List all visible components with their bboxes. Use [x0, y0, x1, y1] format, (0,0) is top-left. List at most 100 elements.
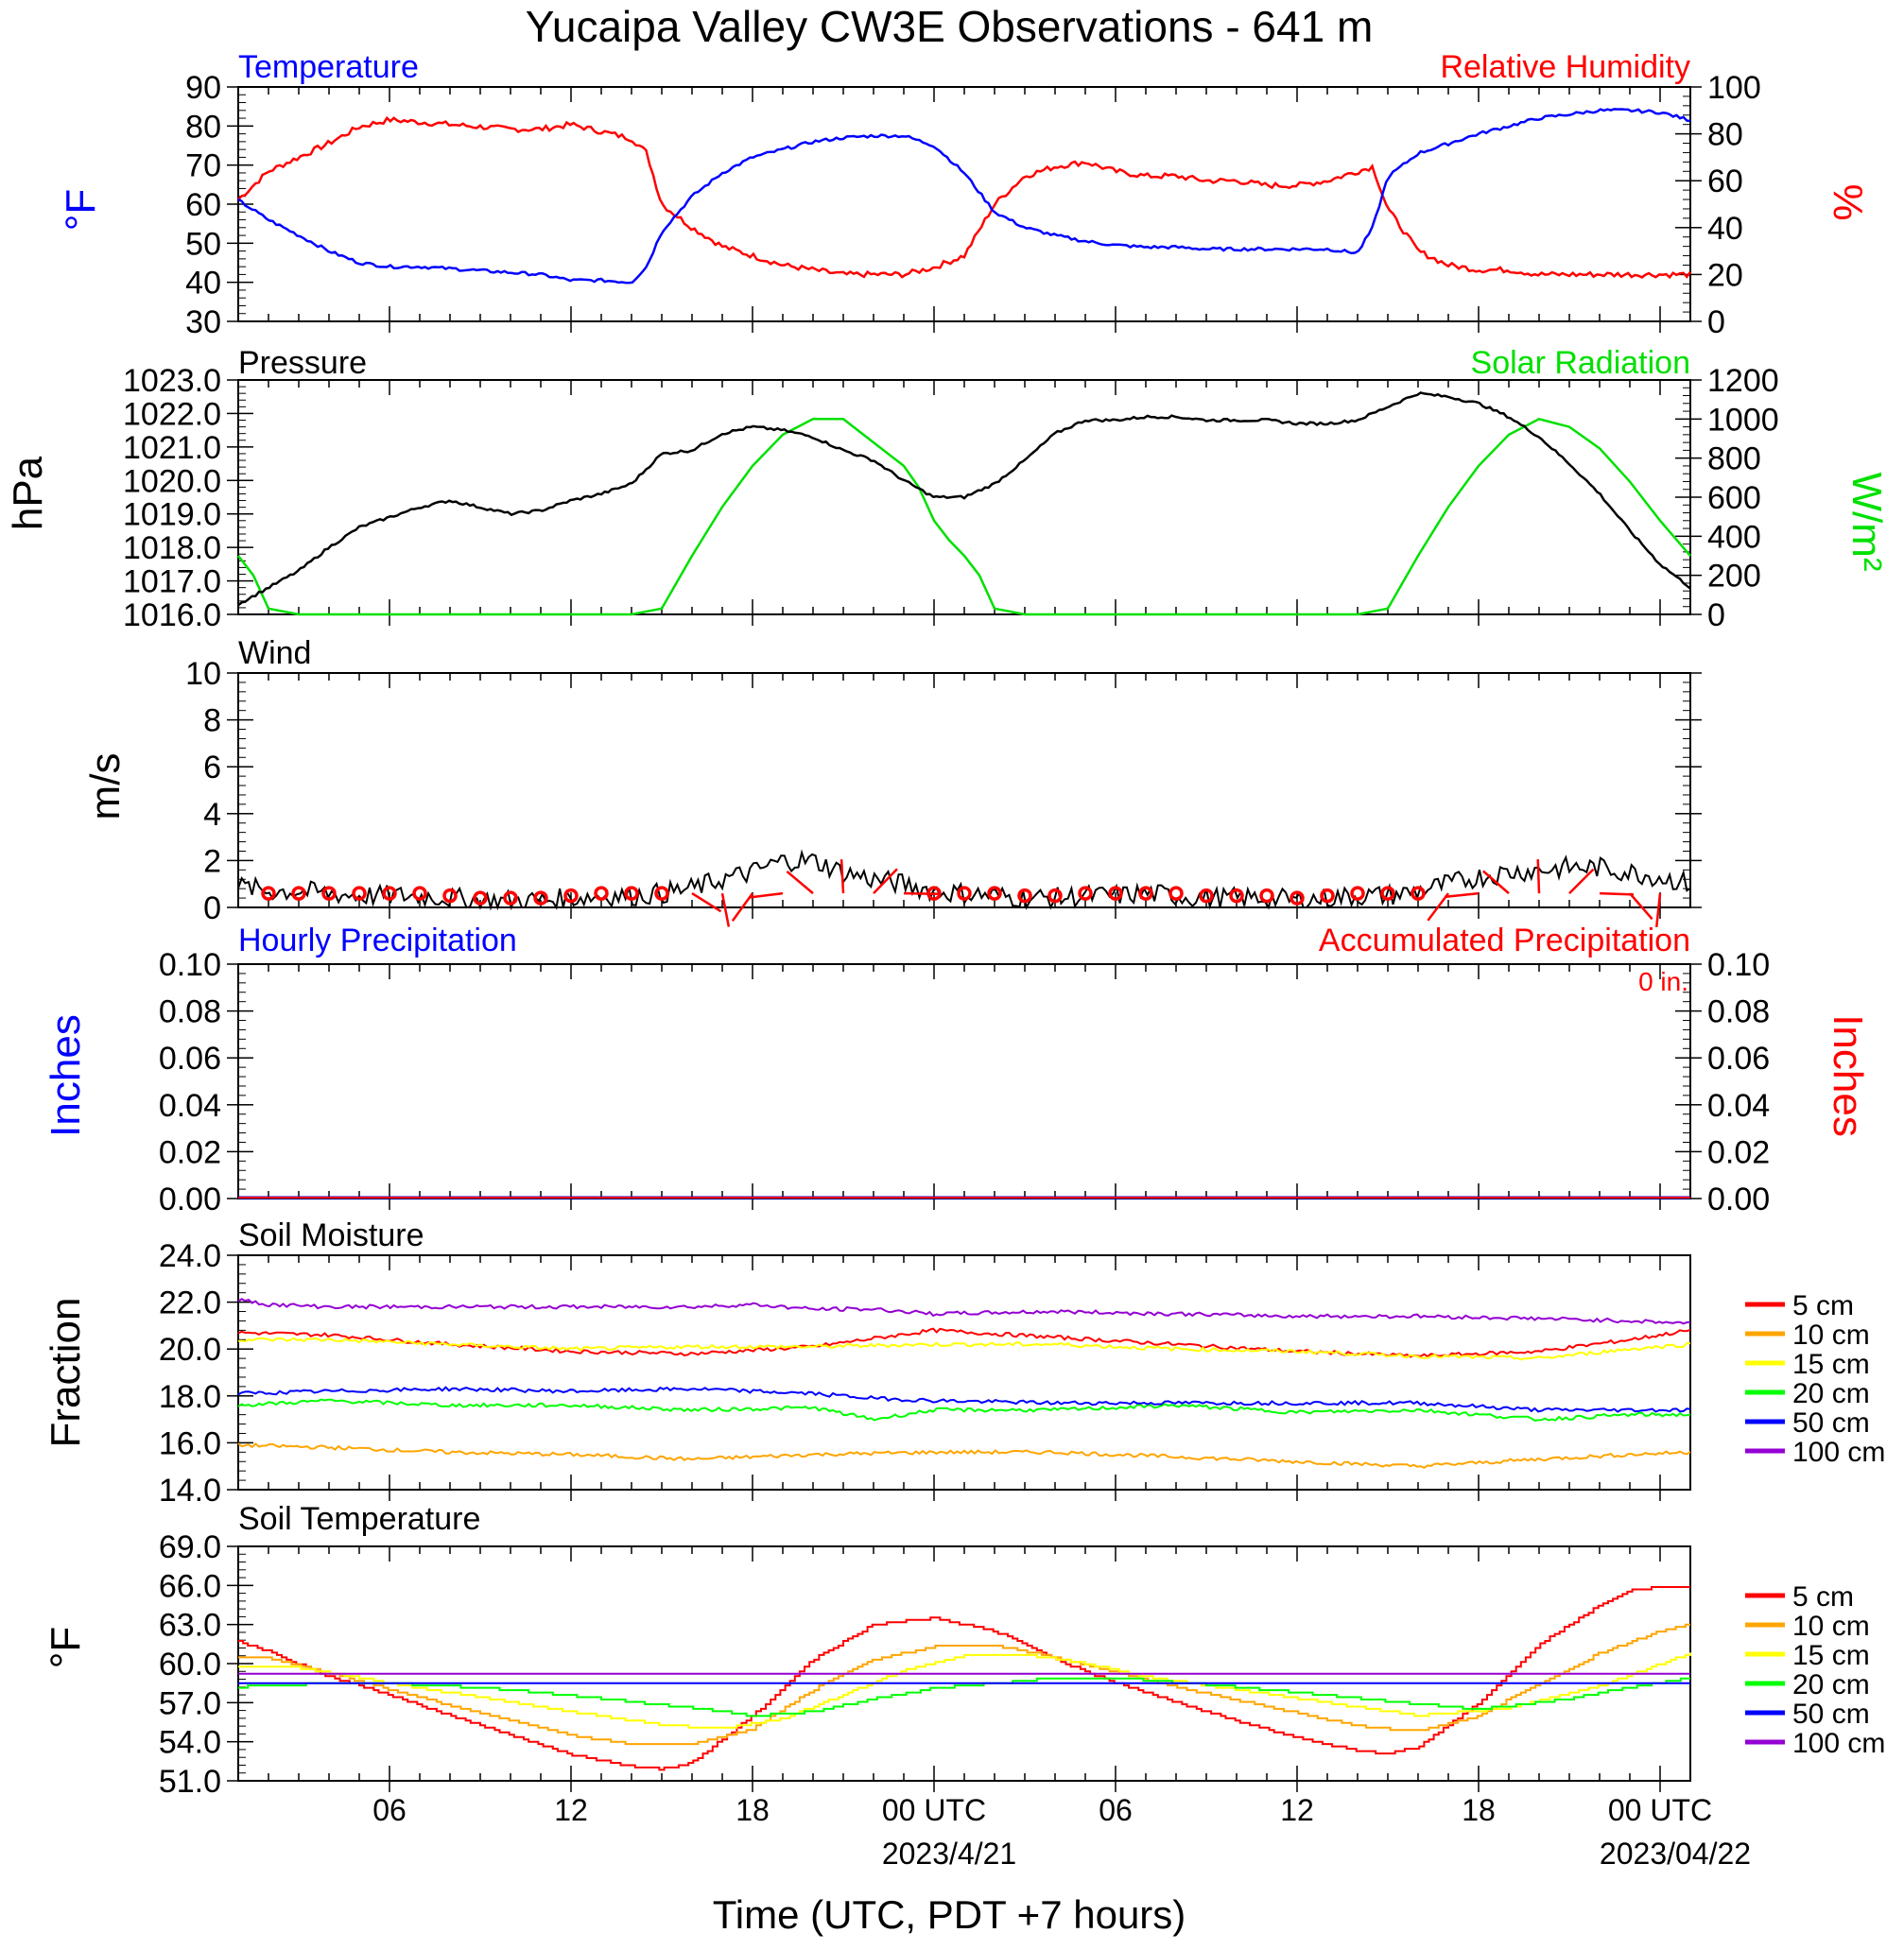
precip-right-y-tick-label: 0.06: [1707, 1041, 1770, 1077]
wind-calm-marker: [1229, 888, 1244, 904]
wind-y-tick-label: 4: [203, 797, 221, 833]
soil-moisture-y-tick-label: 16.0: [159, 1425, 221, 1461]
wind-calm-marker: [624, 886, 639, 901]
wind-calm-marker: [1320, 888, 1335, 904]
solar-title: Solar Radiation: [1471, 345, 1690, 381]
wind-barb: [1482, 870, 1510, 895]
wind-calm-marker: [1259, 888, 1274, 904]
soil-temp-unit: °F: [43, 1627, 89, 1668]
accum-precip-title: Accumulated Precipitation: [1319, 923, 1690, 958]
rh-y-tick-label: 80: [1707, 117, 1743, 153]
chart-title: Yucaipa Valley CW3E Observations - 641 m: [526, 2, 1374, 51]
solar-y-tick-label: 800: [1707, 441, 1761, 477]
soil-temp-frame: [237, 1545, 1691, 1782]
pressure-line: [237, 391, 1691, 607]
soil-moisture-y-tick-label: 18.0: [159, 1379, 221, 1415]
humidity-title: Relative Humidity: [1440, 49, 1690, 85]
temperature-unit: °F: [58, 189, 104, 231]
wind-unit: m/s: [82, 753, 129, 820]
wind-calm-marker: [291, 886, 306, 901]
soil-moisture-legend-label: 15 cm: [1792, 1349, 1870, 1380]
wind-barb: [1536, 859, 1541, 894]
soil-moisture-title: Soil Moisture: [238, 1217, 424, 1253]
pressure-y-tick-label: 1022.0: [123, 396, 221, 432]
solar-y-tick-label: 600: [1707, 480, 1761, 516]
soil-moisture-frame: [237, 1254, 1691, 1491]
soil-moisture-y-tick-label: 20.0: [159, 1332, 221, 1368]
solar-unit: W/m²: [1843, 472, 1890, 571]
wind-calm-marker: [382, 886, 397, 901]
hourly-precip-title: Hourly Precipitation: [238, 923, 517, 958]
plot-area: 304050607080900204060801001016.01017.010…: [123, 70, 1885, 1827]
rh-y-tick-label: 100: [1707, 70, 1761, 106]
solar-y-tick-label: 1000: [1707, 402, 1779, 438]
humidity-unit: %: [1825, 183, 1871, 220]
soil-temp-legend-label: 5 cm: [1792, 1581, 1854, 1613]
soil-temp-legend-label: 100 cm: [1792, 1728, 1885, 1759]
accum-precip-value: 0 in.: [1638, 967, 1688, 996]
temp-y-tick-label: 90: [185, 70, 221, 106]
solar-line: [237, 417, 1691, 616]
wind-calm-marker: [533, 890, 548, 906]
wind-calm-marker: [352, 886, 367, 901]
wind-calm-marker: [1199, 888, 1214, 904]
pressure-y-tick-label: 1016.0: [123, 597, 221, 633]
wind-calm-marker: [1290, 890, 1305, 906]
soil-moisture-legend-label: 20 cm: [1792, 1378, 1870, 1409]
temp-y-tick-label: 30: [185, 304, 221, 340]
wind-barb: [1445, 891, 1480, 899]
precip-right-y-tick-label: 0.00: [1707, 1182, 1770, 1217]
wind-barb: [903, 891, 939, 895]
wind-calm-marker: [1047, 888, 1063, 904]
temperature-line: [237, 108, 1691, 285]
x-tick-label: 00 UTC: [882, 1793, 986, 1827]
pressure-title: Pressure: [238, 345, 367, 381]
soil-temp-legend-label: 20 cm: [1792, 1669, 1870, 1700]
soil-moisture-line: [237, 1398, 1691, 1422]
wind-calm-marker: [1168, 886, 1184, 901]
precip-right-y-tick-label: 0.10: [1707, 947, 1770, 983]
x-tick-label: 06: [372, 1793, 407, 1827]
pressure-y-tick-label: 1017.0: [123, 564, 221, 600]
temp-y-tick-label: 80: [185, 109, 221, 145]
temperature-title: Temperature: [238, 49, 419, 85]
wind-line: [237, 849, 1691, 911]
precip-right-y-tick-label: 0.08: [1707, 994, 1770, 1030]
soil-temp-line: [238, 1623, 1690, 1746]
wind-y-tick-label: 6: [203, 750, 221, 785]
soil-moisture-y-tick-label: 22.0: [159, 1286, 221, 1321]
wind-y-tick-label: 8: [203, 703, 221, 739]
soil-temp-y-tick-label: 66.0: [159, 1568, 221, 1604]
wind-calm-marker: [261, 886, 276, 901]
date-label-2: 2023/04/22: [1600, 1837, 1751, 1871]
soil-temp-y-tick-label: 63.0: [159, 1608, 221, 1644]
soil-temp-line: [238, 1652, 1691, 1729]
soil-temp-y-tick-label: 54.0: [159, 1725, 221, 1761]
x-tick-label: 12: [1280, 1793, 1314, 1827]
wind-y-tick-label: 0: [203, 890, 221, 926]
wind-calm-marker: [926, 886, 942, 901]
soil-temp-y-tick-label: 51.0: [159, 1764, 221, 1800]
temp-y-tick-label: 60: [185, 187, 221, 223]
date-label-1: 2023/4/21: [882, 1837, 1016, 1871]
wind-y-tick-label: 10: [185, 656, 221, 692]
wind-calm-marker: [473, 890, 488, 906]
wind-calm-marker: [442, 888, 458, 904]
wind-barb: [749, 891, 784, 899]
wind-frame: [237, 672, 1691, 908]
soil-moisture-line: [237, 1442, 1691, 1469]
x-tick-label: 12: [554, 1793, 588, 1827]
precip-right-y-tick-label: 0.02: [1707, 1134, 1770, 1170]
wind-barb: [839, 859, 845, 894]
solar-y-tick-label: 1200: [1707, 363, 1779, 399]
pressure-y-tick-label: 1019.0: [123, 497, 221, 533]
wind-calm-marker: [594, 886, 609, 901]
soil-moisture-line: [237, 1298, 1691, 1325]
wind-barb: [873, 868, 898, 894]
wind-calm-marker: [1138, 886, 1153, 901]
wind-barb: [1599, 891, 1635, 896]
pressure-y-tick-label: 1021.0: [123, 430, 221, 466]
wind-barb: [720, 892, 731, 927]
precip-left-y-tick-label: 0.04: [159, 1088, 221, 1124]
